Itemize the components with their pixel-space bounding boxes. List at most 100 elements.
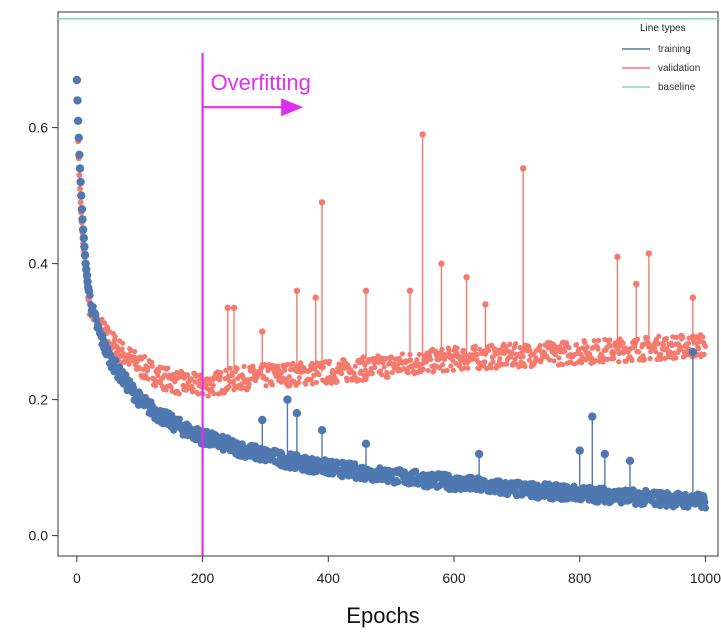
training-point — [80, 242, 89, 251]
validation-point — [282, 367, 288, 373]
validation-point — [115, 348, 121, 354]
validation-point — [126, 361, 132, 367]
validation-point — [389, 369, 395, 376]
validation-point — [444, 367, 450, 373]
validation-point — [105, 325, 111, 331]
validation-point — [463, 274, 470, 281]
validation-point — [77, 199, 84, 206]
training-point — [72, 75, 82, 85]
validation-point — [587, 351, 593, 357]
legend-title: Line types — [640, 23, 686, 34]
validation-point — [485, 347, 492, 354]
validation-point — [461, 365, 467, 371]
validation-point — [246, 381, 252, 387]
overfitting-label: Overfitting — [211, 70, 311, 95]
validation-point — [491, 353, 497, 359]
validation-point — [450, 367, 456, 373]
annotation-layer: Overfitting — [201, 53, 311, 556]
validation-point — [677, 345, 683, 352]
validation-point — [149, 359, 155, 365]
validation-point — [465, 365, 471, 371]
validation-point — [416, 351, 423, 358]
validation-point — [460, 347, 467, 353]
validation-point — [607, 343, 614, 349]
validation-point — [474, 351, 480, 358]
validation-point — [286, 374, 292, 380]
training-point — [625, 456, 635, 465]
validation-point — [168, 384, 174, 390]
training-point — [361, 439, 371, 448]
validation-point — [384, 370, 390, 376]
validation-point — [655, 341, 661, 347]
validation-point — [205, 393, 211, 399]
validation-point — [263, 383, 269, 389]
validation-point — [591, 338, 597, 344]
validation-point — [680, 334, 686, 341]
validation-point — [689, 294, 697, 301]
validation-point — [210, 382, 216, 388]
validation-point — [358, 368, 364, 374]
training-point — [89, 303, 97, 311]
validation-point — [522, 363, 528, 369]
validation-point — [695, 346, 702, 352]
validation-point — [360, 354, 367, 360]
validation-point — [119, 346, 125, 352]
validation-point — [685, 340, 692, 347]
validation-point — [673, 334, 680, 340]
validation-point — [425, 368, 431, 374]
validation-point — [436, 365, 443, 371]
validation-point — [264, 376, 270, 383]
x-tick-label: 1000 — [690, 570, 721, 586]
validation-point — [344, 378, 350, 384]
validation-point — [560, 361, 566, 368]
x-tick-label: 800 — [568, 570, 592, 586]
validation-point — [420, 366, 426, 372]
validation-point — [557, 344, 563, 350]
validation-point — [381, 364, 387, 370]
validation-point — [457, 362, 463, 368]
validation-point — [152, 383, 159, 389]
validation-point — [440, 362, 446, 368]
validation-point — [369, 370, 375, 377]
training-point — [74, 133, 83, 142]
validation-point — [296, 379, 302, 386]
training-point — [79, 233, 88, 243]
validation-point — [482, 301, 489, 308]
validation-point — [145, 376, 152, 382]
x-tick-label: 0 — [73, 570, 81, 586]
validation-point — [595, 337, 602, 344]
training-point — [317, 426, 327, 435]
validation-point — [77, 185, 83, 192]
validation-series — [73, 97, 709, 399]
validation-point — [551, 358, 557, 364]
validation-point — [633, 280, 640, 288]
validation-point — [145, 365, 151, 371]
validation-point — [234, 366, 240, 372]
validation-point — [431, 367, 437, 374]
validation-point — [290, 360, 296, 366]
training-point — [77, 191, 86, 200]
validation-point — [227, 365, 233, 371]
validation-point — [621, 350, 627, 356]
validation-point — [401, 366, 407, 372]
validation-point — [595, 346, 601, 352]
validation-point — [497, 355, 503, 362]
validation-point — [275, 363, 281, 369]
training-point — [575, 446, 584, 455]
validation-point — [238, 385, 244, 392]
validation-point — [552, 352, 558, 358]
validation-point — [316, 371, 322, 378]
validation-point — [636, 349, 642, 355]
validation-point — [112, 334, 118, 340]
validation-point — [356, 377, 362, 383]
validation-point — [454, 345, 460, 351]
training-point — [75, 150, 84, 159]
validation-point — [362, 287, 370, 294]
validation-point — [303, 381, 309, 387]
validation-point — [414, 357, 420, 363]
validation-point — [527, 347, 533, 354]
training-series — [72, 75, 710, 512]
validation-point — [226, 383, 232, 389]
validation-point — [702, 343, 709, 350]
